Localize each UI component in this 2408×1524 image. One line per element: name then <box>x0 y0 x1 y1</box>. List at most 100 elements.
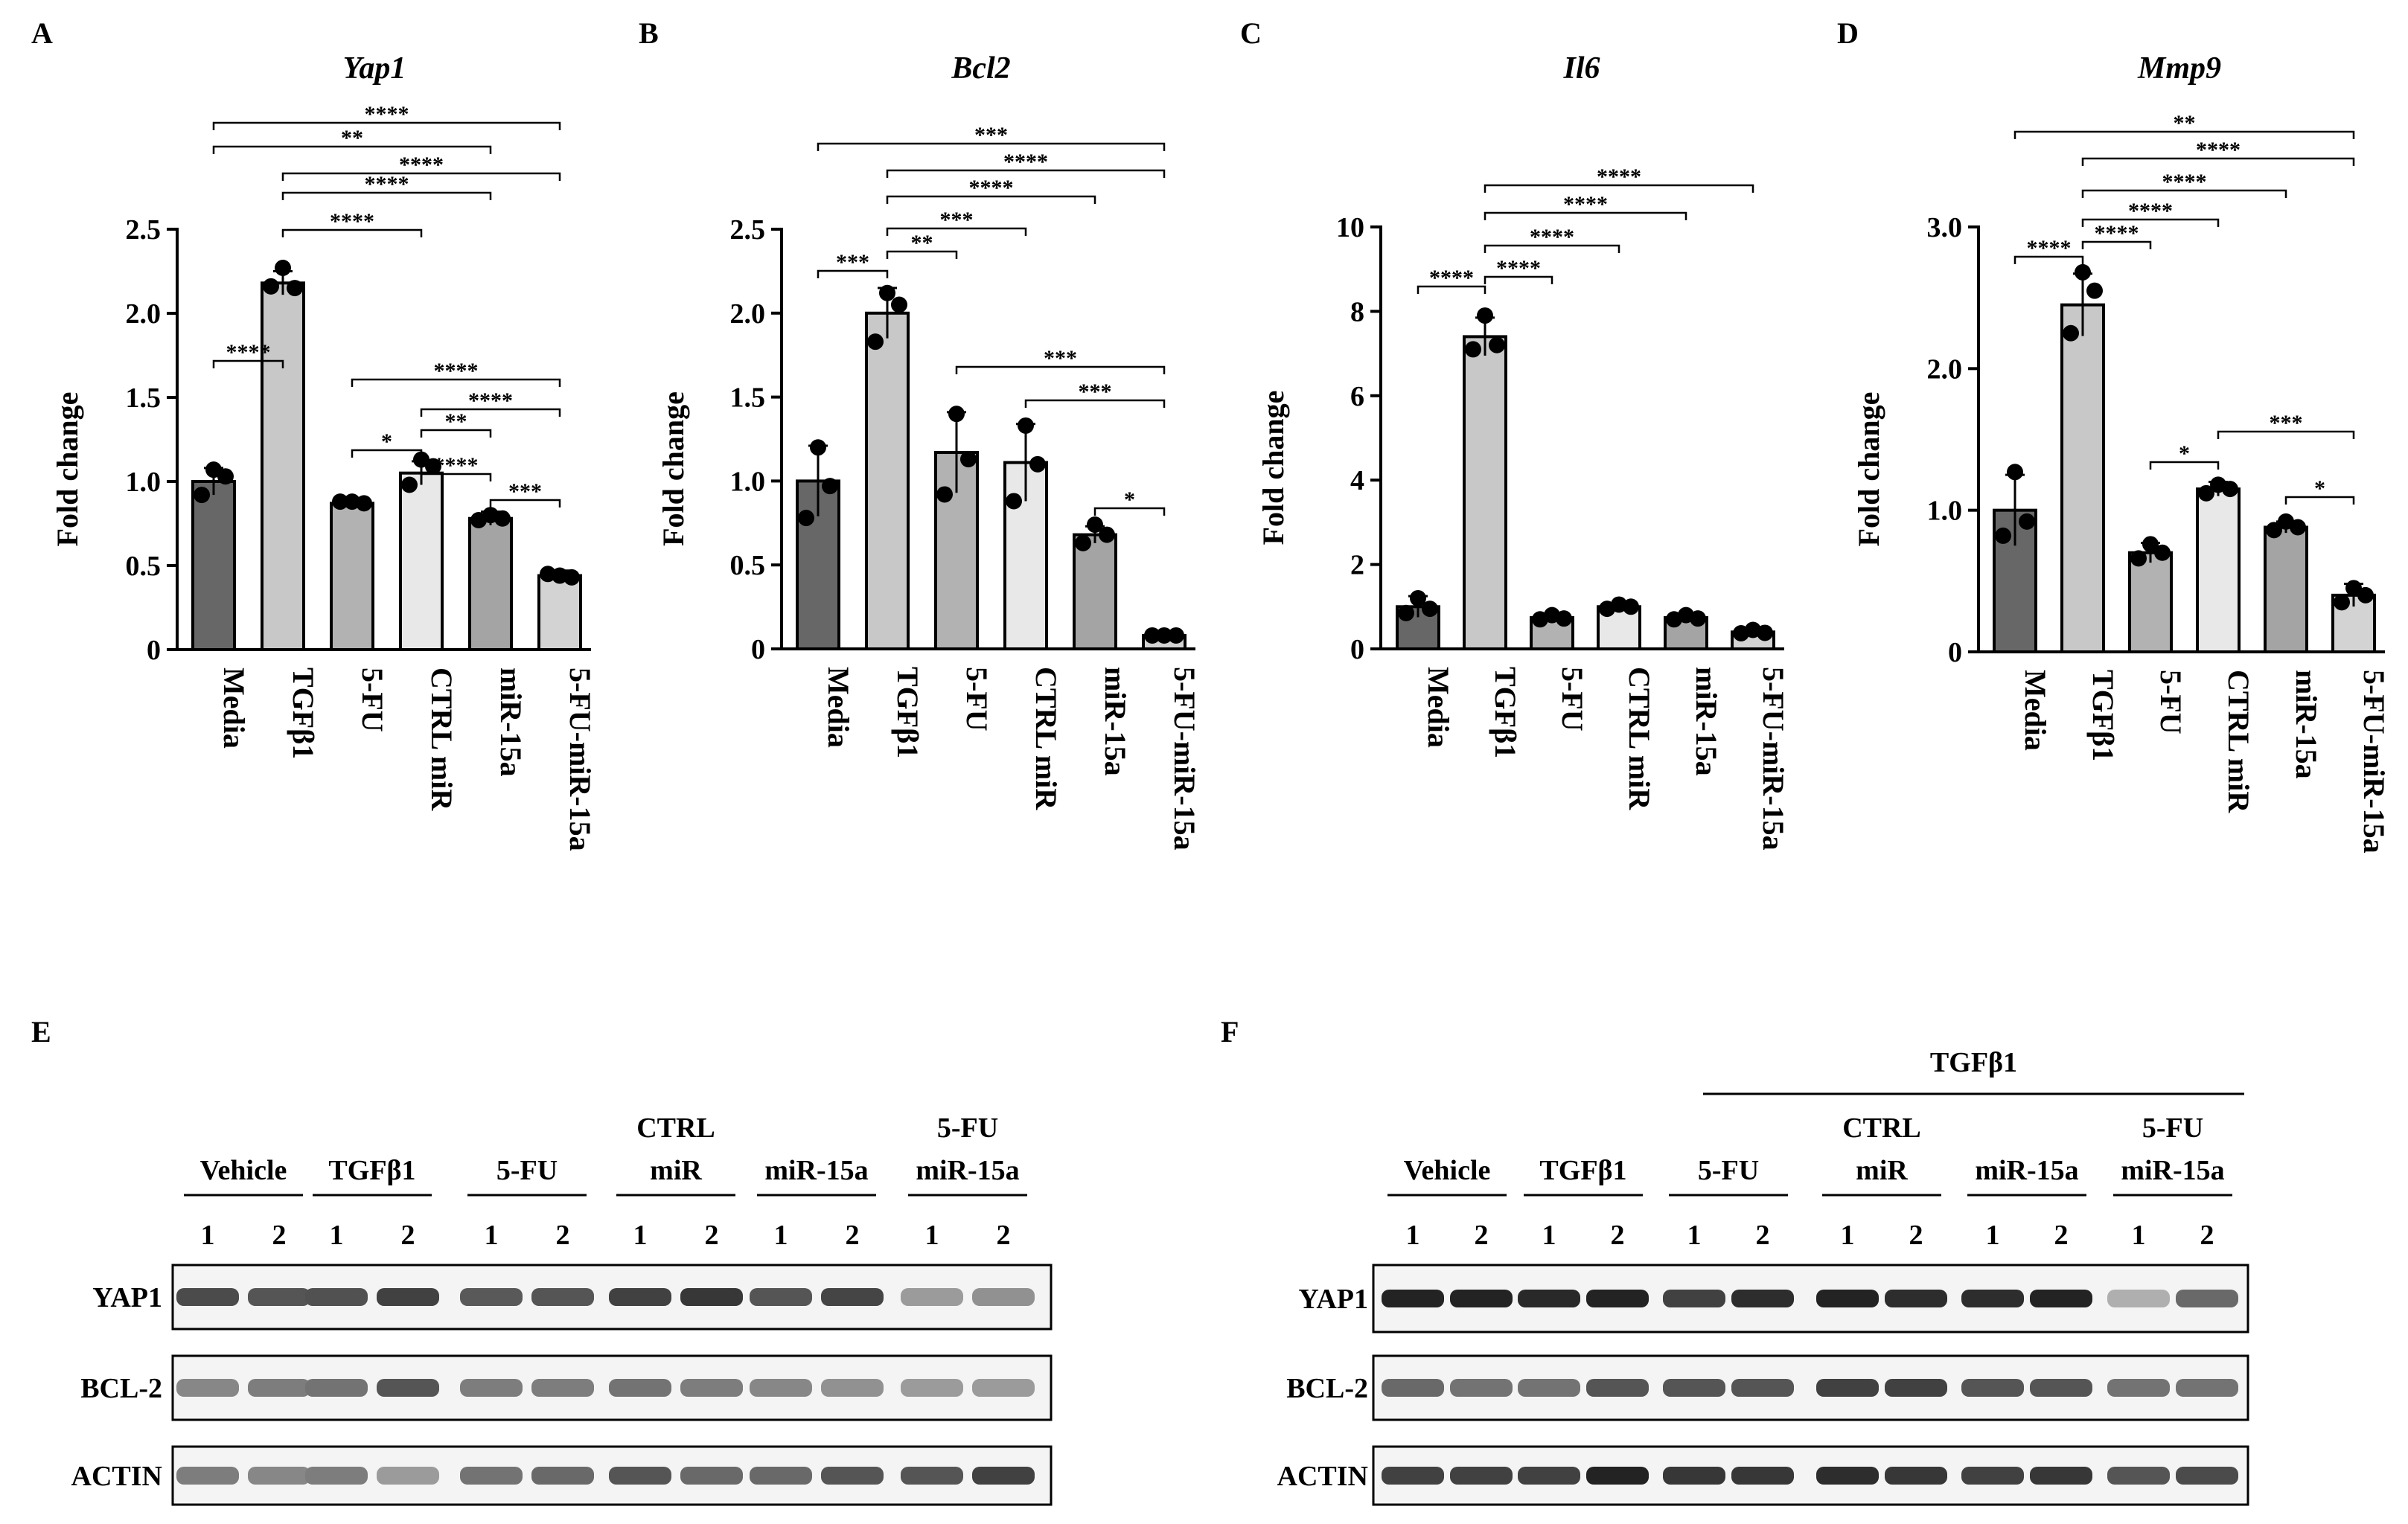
blot-e-group-label: TGFβ1 <box>328 1155 415 1186</box>
chart-b-sig-label: *** <box>836 250 869 275</box>
chart-a-sig-bracket: **** <box>212 340 284 368</box>
chart-c-ylabel: Fold change <box>1256 391 1290 545</box>
blot-e-group-label: miR-15a <box>916 1155 1019 1186</box>
blot-f-group-label: TGFβ1 <box>1539 1155 1626 1186</box>
chart-b-data-point <box>1168 627 1184 644</box>
blot-f-band <box>1382 1467 1444 1485</box>
chart-d-sig-bracket: ** <box>2013 111 2355 139</box>
chart-b-bar <box>865 311 910 650</box>
panel-letter-d: D <box>1837 16 1859 50</box>
blot-e-band <box>609 1288 671 1306</box>
chart-c-ytick-label: 0 <box>1350 634 1364 665</box>
chart-c-ytick-label: 6 <box>1350 381 1364 412</box>
blot-e-band <box>305 1379 368 1397</box>
blot-e-group-label: 5-FU <box>496 1155 558 1186</box>
blot-f-band <box>2030 1467 2092 1485</box>
blot-e-band <box>750 1379 812 1397</box>
blot-e-band <box>821 1467 884 1485</box>
chart-d-data-point <box>2063 324 2079 342</box>
chart-b-category-label: TGFβ1 <box>891 667 924 758</box>
chart-a-sig-label: * <box>381 429 392 454</box>
blot-f-band <box>1586 1290 1649 1307</box>
chart-b-data-point <box>1144 627 1160 644</box>
chart-c-data-point <box>1422 601 1438 618</box>
chart-c-ytick-label: 4 <box>1350 465 1364 496</box>
blot-f-lane-number: 2 <box>2200 1220 2214 1251</box>
blot-e-lane-number: 2 <box>401 1220 415 1251</box>
blot-e-band <box>531 1379 594 1397</box>
blot-e-band <box>248 1379 310 1397</box>
blot-e-band <box>750 1467 812 1485</box>
blot-f-lane-number: 2 <box>1909 1220 1923 1251</box>
chart-b-data-point <box>948 406 965 423</box>
blot-f-band <box>2107 1467 2170 1485</box>
chart-a-sig-label: **** <box>468 388 513 413</box>
chart-b-sig-bracket: *** <box>817 123 1166 151</box>
chart-a-data-point <box>217 468 234 485</box>
chart-d-sig-bracket: * <box>2149 441 2220 470</box>
chart-b-sig-bracket: *** <box>886 208 1027 236</box>
blot-e-group-label: miR <box>650 1155 702 1186</box>
blot-e-row-bcl-2: BCL-2 <box>80 1354 1053 1421</box>
blot-f-band <box>1816 1467 1879 1485</box>
chart-a-sig-label: *** <box>508 479 542 504</box>
blot-f-group-label: miR <box>1856 1155 1908 1186</box>
chart-b-data-point <box>867 333 884 350</box>
panel-letter-e: E <box>31 1015 51 1048</box>
blot-e-band <box>176 1467 239 1485</box>
chart-d-data-point <box>2075 263 2091 281</box>
chart-c-bar <box>1463 335 1507 650</box>
chart-c-data-point <box>1556 610 1572 627</box>
chart-d-sig-label: **** <box>2162 170 2207 194</box>
chart-c-sig-label: **** <box>1496 256 1541 281</box>
chart-a-data-point <box>425 458 441 475</box>
blot-f-row-bcl-2: BCL-2 <box>1286 1354 2249 1421</box>
blot-e-lane-number: 1 <box>925 1220 939 1251</box>
blot-f-band <box>1382 1290 1444 1307</box>
blot-e-row-label: YAP1 <box>92 1282 162 1313</box>
chart-a-bar <box>191 480 236 651</box>
blot-e-band <box>531 1288 594 1306</box>
chart-a-data-point <box>275 259 291 276</box>
blot-f-group-label: Vehicle <box>1404 1155 1491 1186</box>
chart-c-data-point <box>1666 611 1682 628</box>
blot-f-band <box>1885 1467 1947 1485</box>
chart-a-data-point <box>470 511 487 528</box>
chart-d-category-label: 5-FU <box>2154 670 2188 734</box>
chart-d-data-point <box>2142 536 2159 553</box>
chart-a-data-point <box>287 280 303 297</box>
blot-e-band <box>972 1467 1035 1485</box>
blot-f-lane-number: 2 <box>1756 1220 1770 1251</box>
chart-b-sig-bracket: *** <box>1024 380 1166 408</box>
chart-d-sig-bracket: * <box>2284 476 2355 505</box>
blot-f-band <box>2176 1379 2238 1397</box>
blot-f-lane-number: 2 <box>1475 1220 1489 1251</box>
chart-d-category-label: 5-FU-miR-15a <box>2357 670 2391 854</box>
chart-a-category-label: Media <box>217 667 251 749</box>
chart-d-ytick-label: 0 <box>1948 637 1962 668</box>
chart-b-category-label: Media <box>822 667 855 748</box>
chart-d-data-point <box>2334 594 2350 611</box>
panel-letter-f: F <box>1221 1015 1239 1048</box>
blot-f-band <box>2176 1290 2238 1307</box>
chart-a-sig-bracket: **** <box>420 453 492 481</box>
chart-c: Il6 Fold change 0 2 4 6 8 10 Media TGFβ1 5-FU CTRL … <box>1256 51 1790 851</box>
chart-a-category-label: CTRL miR <box>425 667 459 811</box>
blot-e-band <box>821 1288 884 1306</box>
blot-e-band <box>680 1379 743 1397</box>
chart-b-sig-bracket: * <box>1093 487 1166 516</box>
chart-a-sig-bracket: ** <box>212 126 492 154</box>
chart-a-data-point <box>401 476 418 493</box>
chart-b-category-label: miR-15a <box>1099 667 1132 776</box>
chart-b-sig-label: *** <box>1079 380 1112 404</box>
chart-a-sig-bracket: **** <box>281 172 492 200</box>
chart-b-title: Bcl2 <box>951 51 1010 86</box>
blot-e-lane-number: 1 <box>201 1220 215 1251</box>
chart-b-sig-label: *** <box>940 208 974 232</box>
blot-e-group-label: CTRL <box>636 1112 715 1144</box>
chart-a-sig-label: **** <box>330 209 374 234</box>
blot-e-lane-number: 1 <box>774 1220 788 1251</box>
panel-letter-a: A <box>31 16 53 50</box>
blot-e-band <box>248 1467 310 1485</box>
blot-f-band <box>1586 1379 1649 1397</box>
